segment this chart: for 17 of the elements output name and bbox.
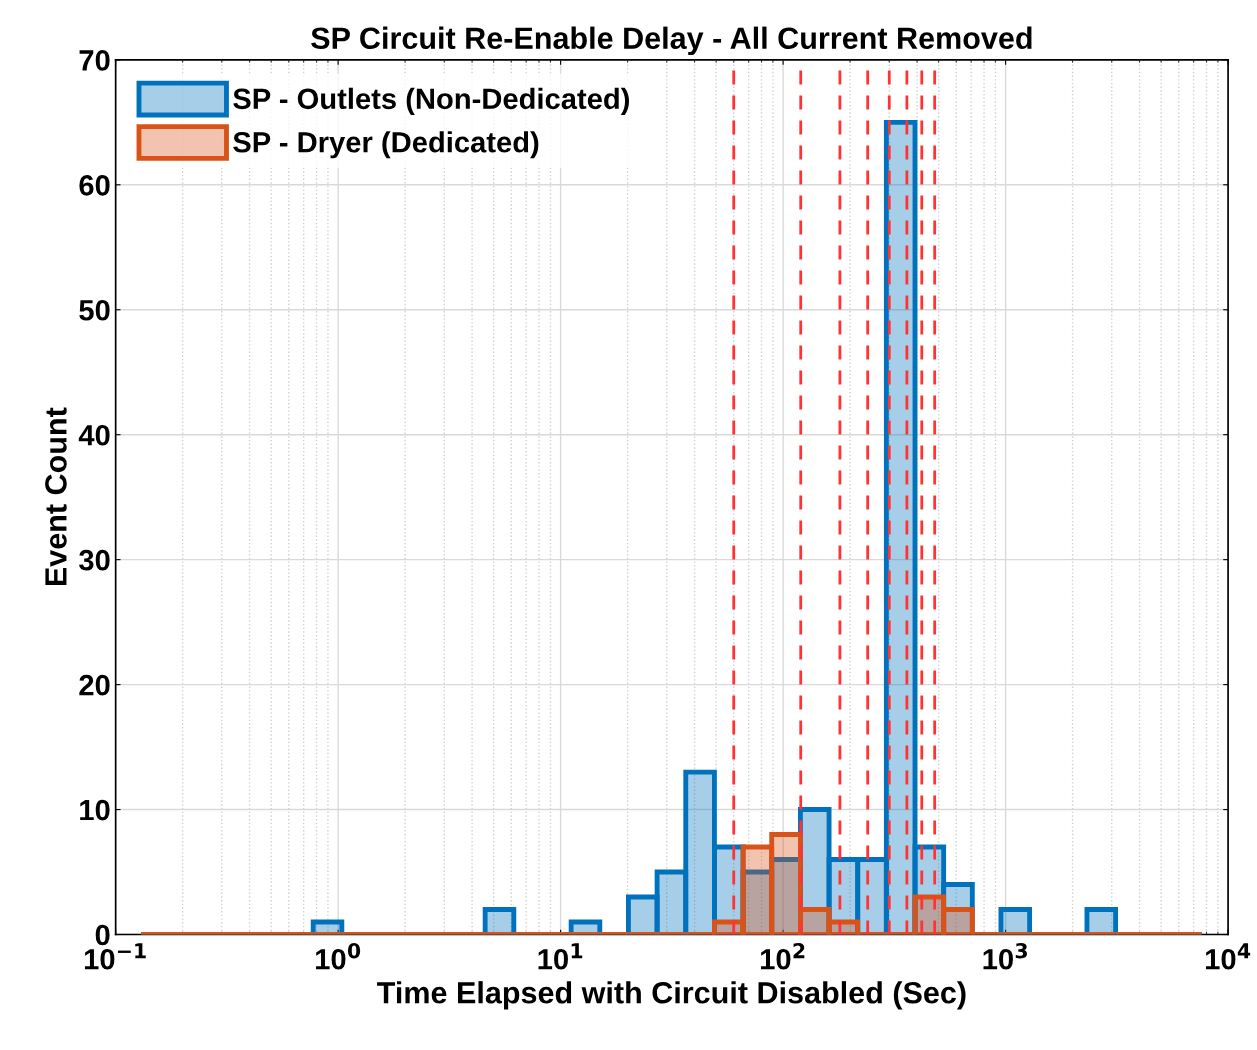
legend-label: SP - Dryer (Dedicated) [233,131,539,159]
y-tick-label: 60 [79,175,110,196]
legend-label: SP - Outlets (Non-Dedicated) [233,87,629,115]
y-axis-title: Event Count [45,407,67,586]
x-tick-label: 10$^{1}$ [538,943,583,970]
x-axis-title: Time Elapsed with Circuit Disabled (Sec) [377,981,966,1010]
y-tick-label: 40 [78,424,110,446]
x-tick-label: 10$^{4}$ [1206,943,1251,970]
y-tick-label: 50 [79,299,110,321]
x-tick-label: 10$^{3}$ [983,942,1027,970]
y-tick-label: 10 [80,799,110,821]
chart-title: SP Circuit Re-Enable Delay - All Current Removed [311,26,1032,56]
x-tick-label: 10$^{0}$ [316,942,361,970]
x-tick-label: 10$^{2}$ [761,942,805,970]
y-tick-label: 70 [79,50,110,71]
y-tick-label: 20 [79,674,110,696]
y-tick-label: 30 [79,549,110,571]
